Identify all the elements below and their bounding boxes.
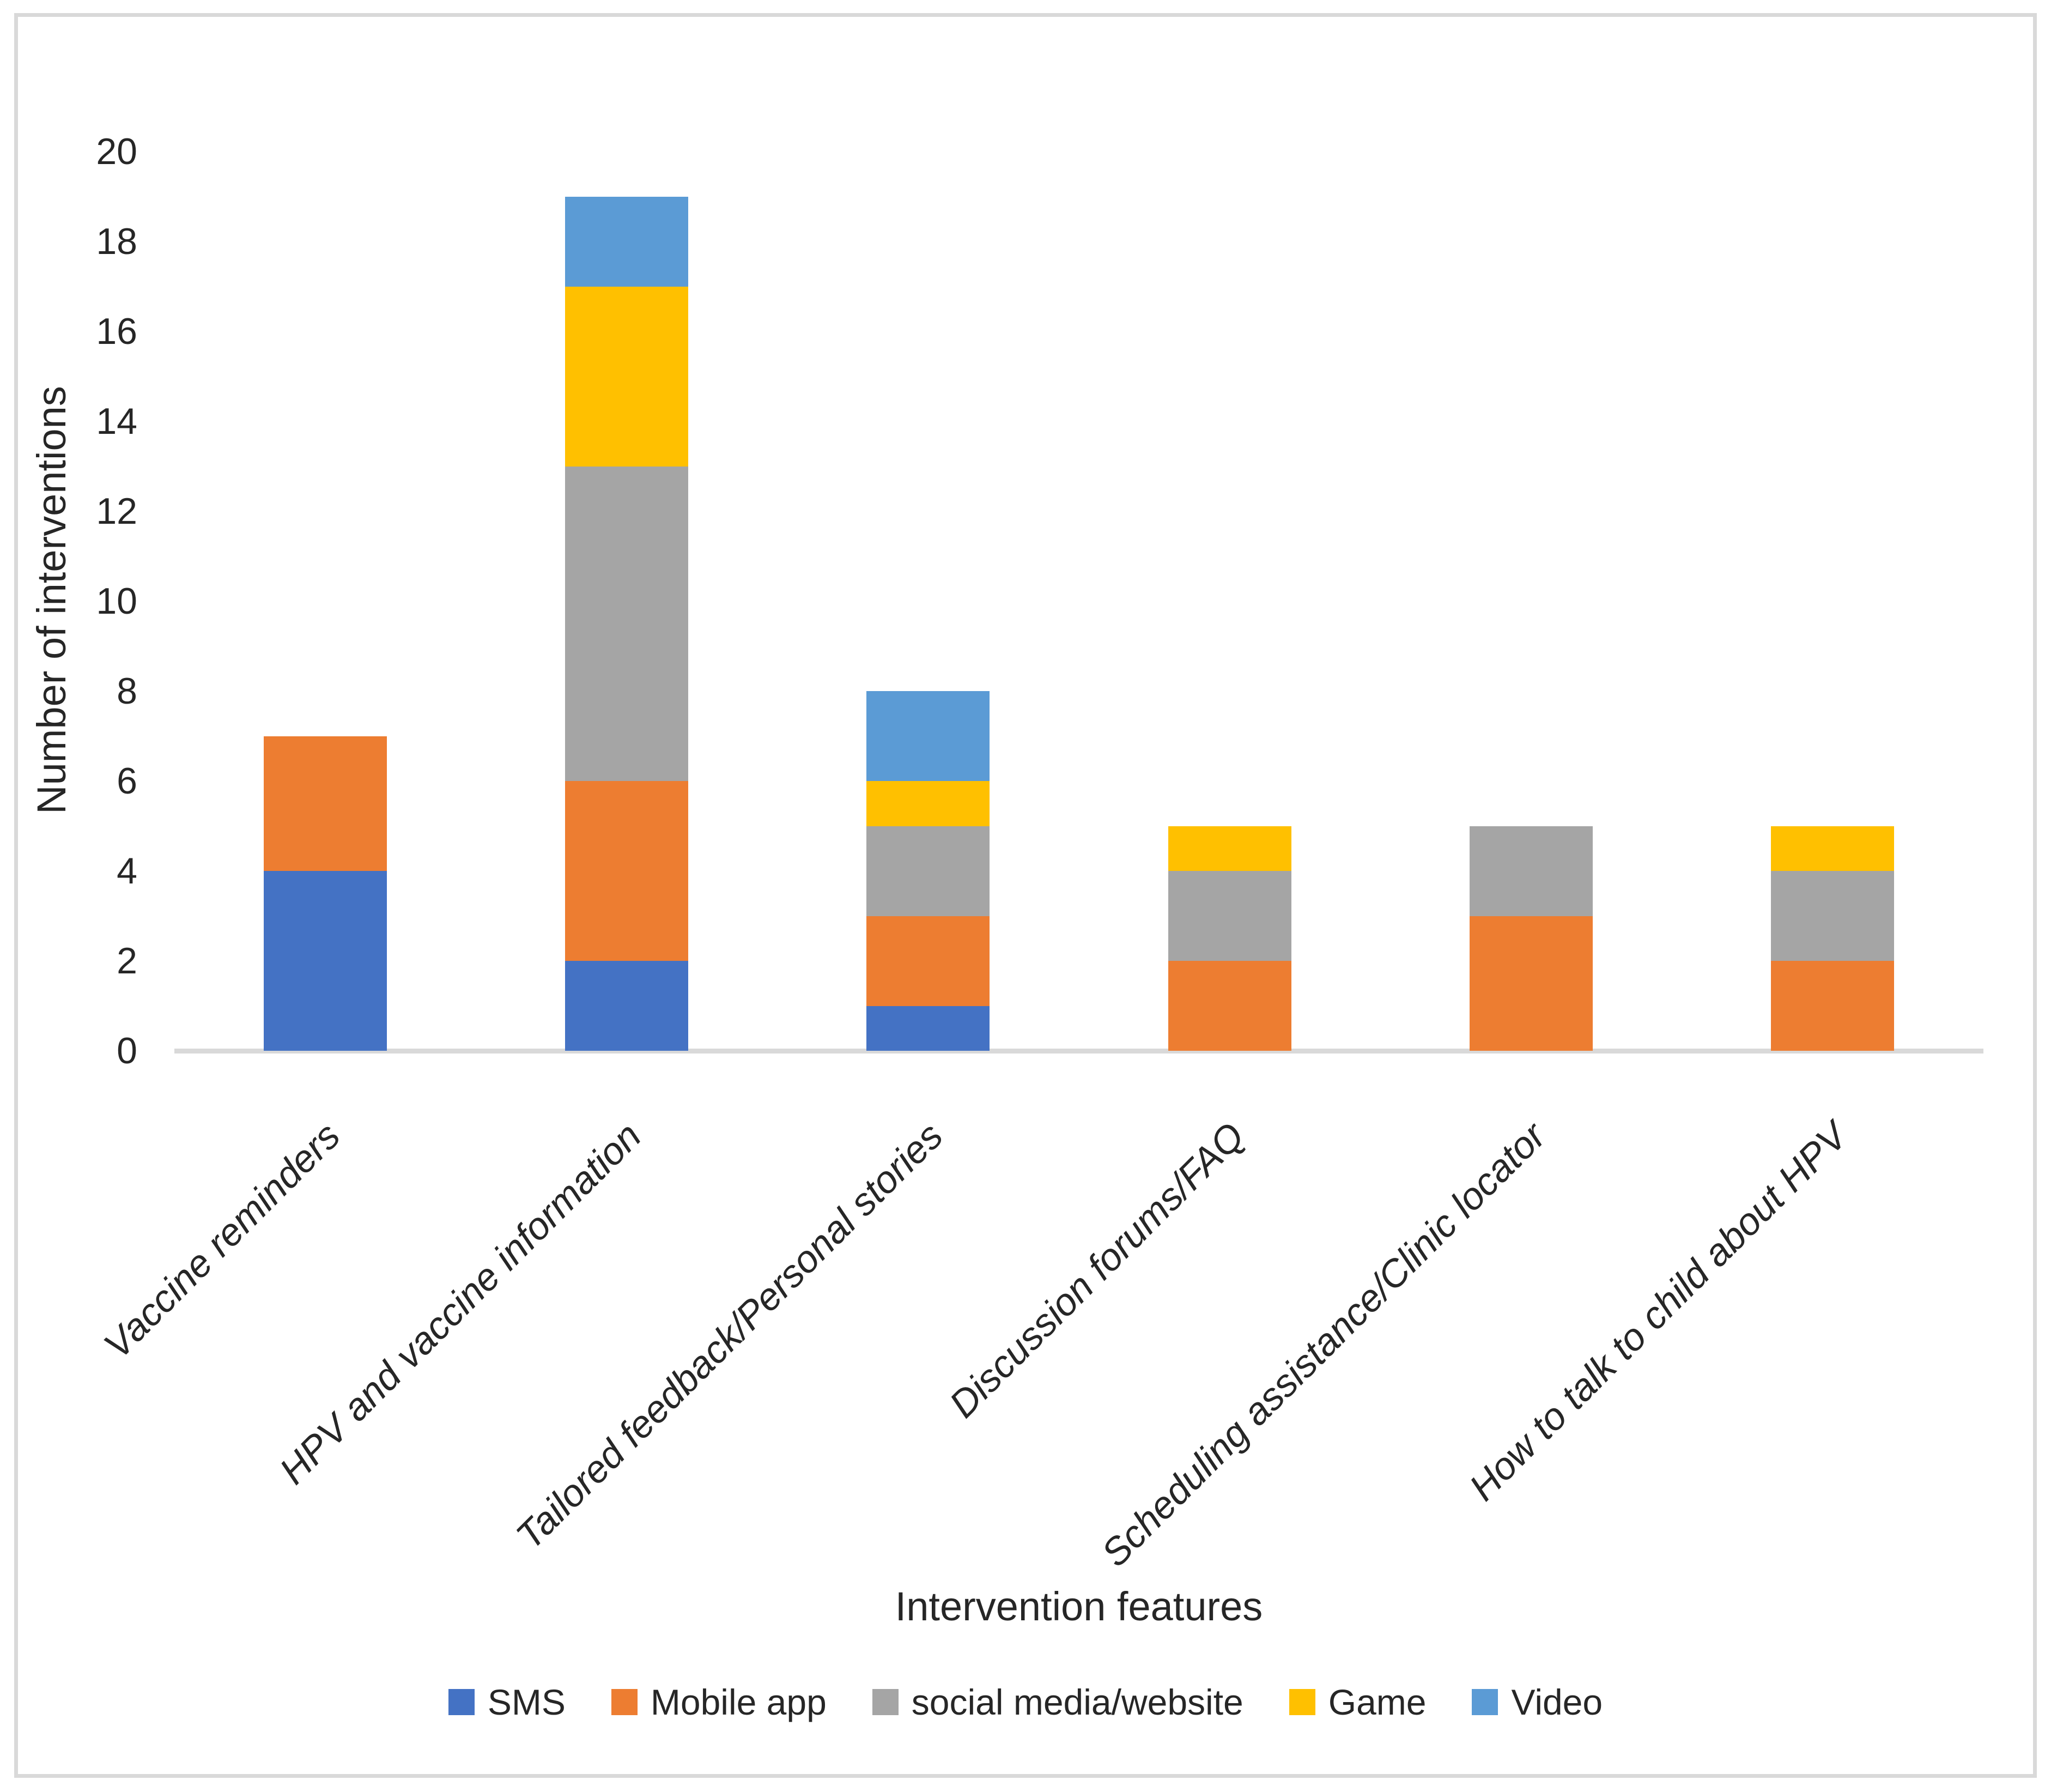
bar-segment-mobile-app-vaccine-reminders bbox=[263, 736, 387, 871]
x-axis-line bbox=[174, 1049, 1983, 1054]
y-tick-label-20: 20 bbox=[96, 131, 137, 172]
legend-item-sms: SMS bbox=[448, 1681, 566, 1723]
x-axis-title: Intervention features bbox=[895, 1584, 1263, 1629]
y-tick-label-8: 8 bbox=[117, 670, 137, 712]
legend-swatch-social-media-website bbox=[872, 1689, 899, 1715]
bar-segment-mobile-app-tailored-feedback-personal-stories bbox=[866, 916, 990, 1006]
bar-segment-game-how-to-talk-to-child-about-hpv bbox=[1771, 826, 1895, 871]
legend-label-game: Game bbox=[1328, 1682, 1427, 1722]
legend-label-sms: SMS bbox=[487, 1682, 566, 1722]
bar-segment-game-hpv-and-vaccine-information bbox=[565, 286, 688, 467]
y-tick-label-2: 2 bbox=[117, 940, 137, 982]
legend-item-video: Video bbox=[1472, 1681, 1603, 1723]
legend-item-game: Game bbox=[1289, 1681, 1427, 1723]
bar-segment-sms-vaccine-reminders bbox=[263, 871, 387, 1051]
bar-segment-game-discussion-forums-faq bbox=[1168, 826, 1291, 871]
y-tick-label-16: 16 bbox=[96, 311, 137, 352]
bar-segment-social-media-website-hpv-and-vaccine-information bbox=[565, 466, 688, 781]
bar-segment-mobile-app-how-to-talk-to-child-about-hpv bbox=[1771, 961, 1895, 1051]
y-tick-label-14: 14 bbox=[96, 401, 137, 442]
y-tick-label-6: 6 bbox=[117, 760, 137, 802]
bar-segment-social-media-website-tailored-feedback-personal-stories bbox=[866, 826, 990, 916]
legend-swatch-game bbox=[1289, 1689, 1315, 1715]
bar-segment-social-media-website-scheduling-assistance-clinic-locator bbox=[1470, 826, 1593, 916]
bar-segment-mobile-app-discussion-forums-faq bbox=[1168, 961, 1291, 1051]
y-tick-label-18: 18 bbox=[96, 221, 137, 262]
bar-segment-video-tailored-feedback-personal-stories bbox=[866, 691, 990, 781]
legend-swatch-mobile-app bbox=[611, 1689, 638, 1715]
y-tick-label-10: 10 bbox=[96, 580, 137, 622]
bar-segment-social-media-website-discussion-forums-faq bbox=[1168, 871, 1291, 961]
legend-label-video: Video bbox=[1511, 1682, 1603, 1722]
bar-segment-sms-hpv-and-vaccine-information bbox=[565, 961, 688, 1051]
legend-item-mobile-app: Mobile app bbox=[611, 1681, 827, 1723]
bar-segment-mobile-app-scheduling-assistance-clinic-locator bbox=[1470, 916, 1593, 1051]
y-tick-label-0: 0 bbox=[117, 1030, 137, 1071]
legend-swatch-video bbox=[1472, 1689, 1498, 1715]
legend-swatch-sms bbox=[448, 1689, 475, 1715]
y-tick-label-4: 4 bbox=[117, 850, 137, 892]
bar-segment-social-media-website-how-to-talk-to-child-about-hpv bbox=[1771, 871, 1895, 961]
legend: SMS Mobile app social media/website Game Vid… bbox=[14, 1681, 2037, 1723]
bar-segment-sms-tailored-feedback-personal-stories bbox=[866, 1006, 990, 1051]
bar-segment-game-tailored-feedback-personal-stories bbox=[866, 781, 990, 826]
legend-label-mobile-app: Mobile app bbox=[650, 1682, 827, 1722]
bar-segment-mobile-app-hpv-and-vaccine-information bbox=[565, 781, 688, 961]
legend-label-social-media-website: social media/website bbox=[911, 1682, 1243, 1722]
legend-item-social-media-website: social media/website bbox=[872, 1681, 1243, 1723]
y-tick-label-12: 12 bbox=[96, 491, 137, 532]
bar-segment-video-hpv-and-vaccine-information bbox=[565, 196, 688, 287]
